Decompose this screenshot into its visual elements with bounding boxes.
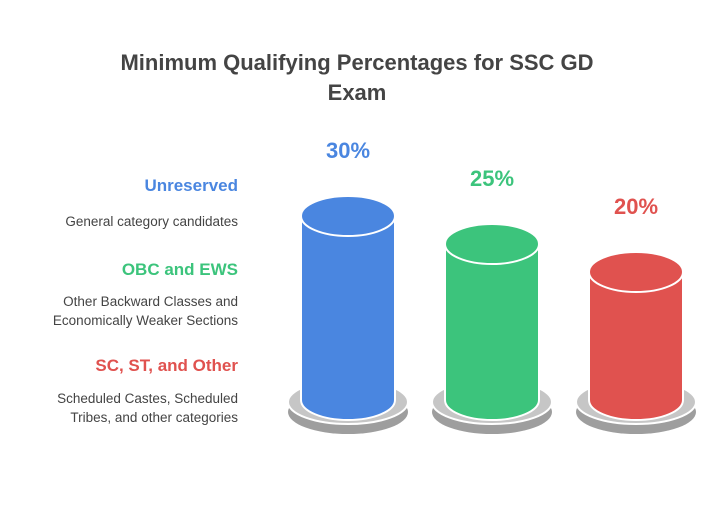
category-description: Other Backward Classes and Economically … [52, 294, 238, 328]
value-label: 30% [326, 138, 370, 163]
cylinder-top [588, 251, 684, 293]
cylinder [588, 271, 684, 421]
cylinder [300, 215, 396, 421]
cylinder-top [300, 195, 396, 237]
category-label: Unreserved [144, 176, 238, 195]
value-label: 20% [614, 194, 658, 219]
cylinder-top [444, 223, 540, 265]
value-label: 25% [470, 166, 514, 191]
category-label: OBC and EWS [121, 260, 238, 279]
chart-title: Minimum Qualifying Percentages for SSC G… [120, 50, 594, 105]
cylinder [444, 243, 540, 421]
category-label: SC, ST, and Other [95, 356, 238, 375]
category-description: Scheduled Castes, Scheduled Tribes, and … [57, 391, 238, 425]
category-description: General category candidates [65, 214, 238, 229]
